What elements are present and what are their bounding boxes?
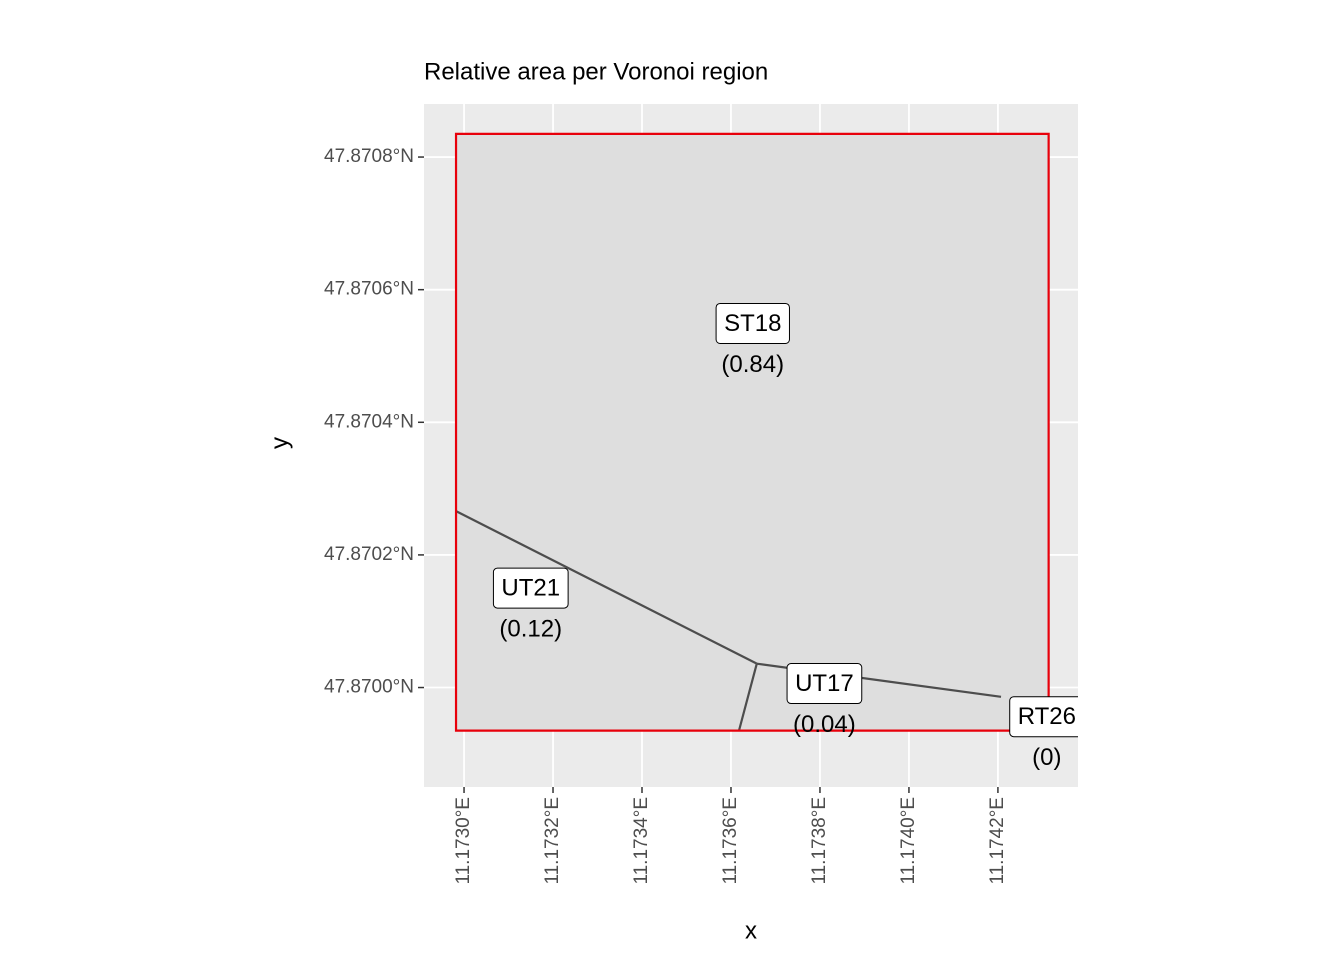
y-axis-title: y	[266, 437, 293, 449]
y-tick-label: 47.8700°N	[324, 677, 414, 698]
region-name: UT17	[795, 670, 854, 697]
label-box	[786, 663, 863, 705]
x-tick-label: 11.1732°E	[542, 797, 563, 885]
region-name: RT26	[1018, 703, 1076, 730]
region-name: UT21	[501, 574, 560, 601]
y-tick-label: 47.8706°N	[324, 279, 414, 300]
value-label: (0.04)	[793, 711, 856, 738]
voronoi-edge	[455, 510, 758, 665]
voronoi-edge	[737, 663, 758, 731]
x-tick-label: 11.1738°E	[809, 797, 830, 885]
label-box	[715, 302, 790, 344]
x-tick-label: 11.1740°E	[898, 797, 919, 885]
region-label: UT21	[492, 567, 569, 609]
region-label: UT17	[786, 663, 863, 705]
x-tick-label: 11.1736°E	[720, 797, 741, 885]
region-label: ST18	[715, 302, 790, 344]
chart-title: Relative area per Voronoi region	[424, 58, 768, 85]
value-label: (0.12)	[499, 615, 562, 642]
label-box	[492, 567, 569, 609]
y-tick-label: 47.8702°N	[324, 544, 414, 565]
value-label: (0)	[1032, 744, 1061, 771]
x-tick-label: 11.1742°E	[987, 797, 1008, 885]
y-tick-label: 47.8708°N	[324, 146, 414, 167]
y-tick-label: 47.8704°N	[324, 411, 414, 432]
region-area	[456, 133, 1049, 731]
map-layer: ST18 (0.84) UT21 (0.12) UT17 (0.04) RT26 (0)	[454, 132, 1078, 771]
x-axis-title: x	[745, 917, 757, 944]
value-label: (0.84)	[721, 351, 784, 378]
region-name: ST18	[724, 310, 781, 337]
label-box	[1009, 696, 1078, 738]
region-label: RT26	[1009, 696, 1078, 738]
x-tick-label: 11.1730°E	[453, 797, 474, 885]
x-tick-label: 11.1734°E	[631, 797, 652, 885]
